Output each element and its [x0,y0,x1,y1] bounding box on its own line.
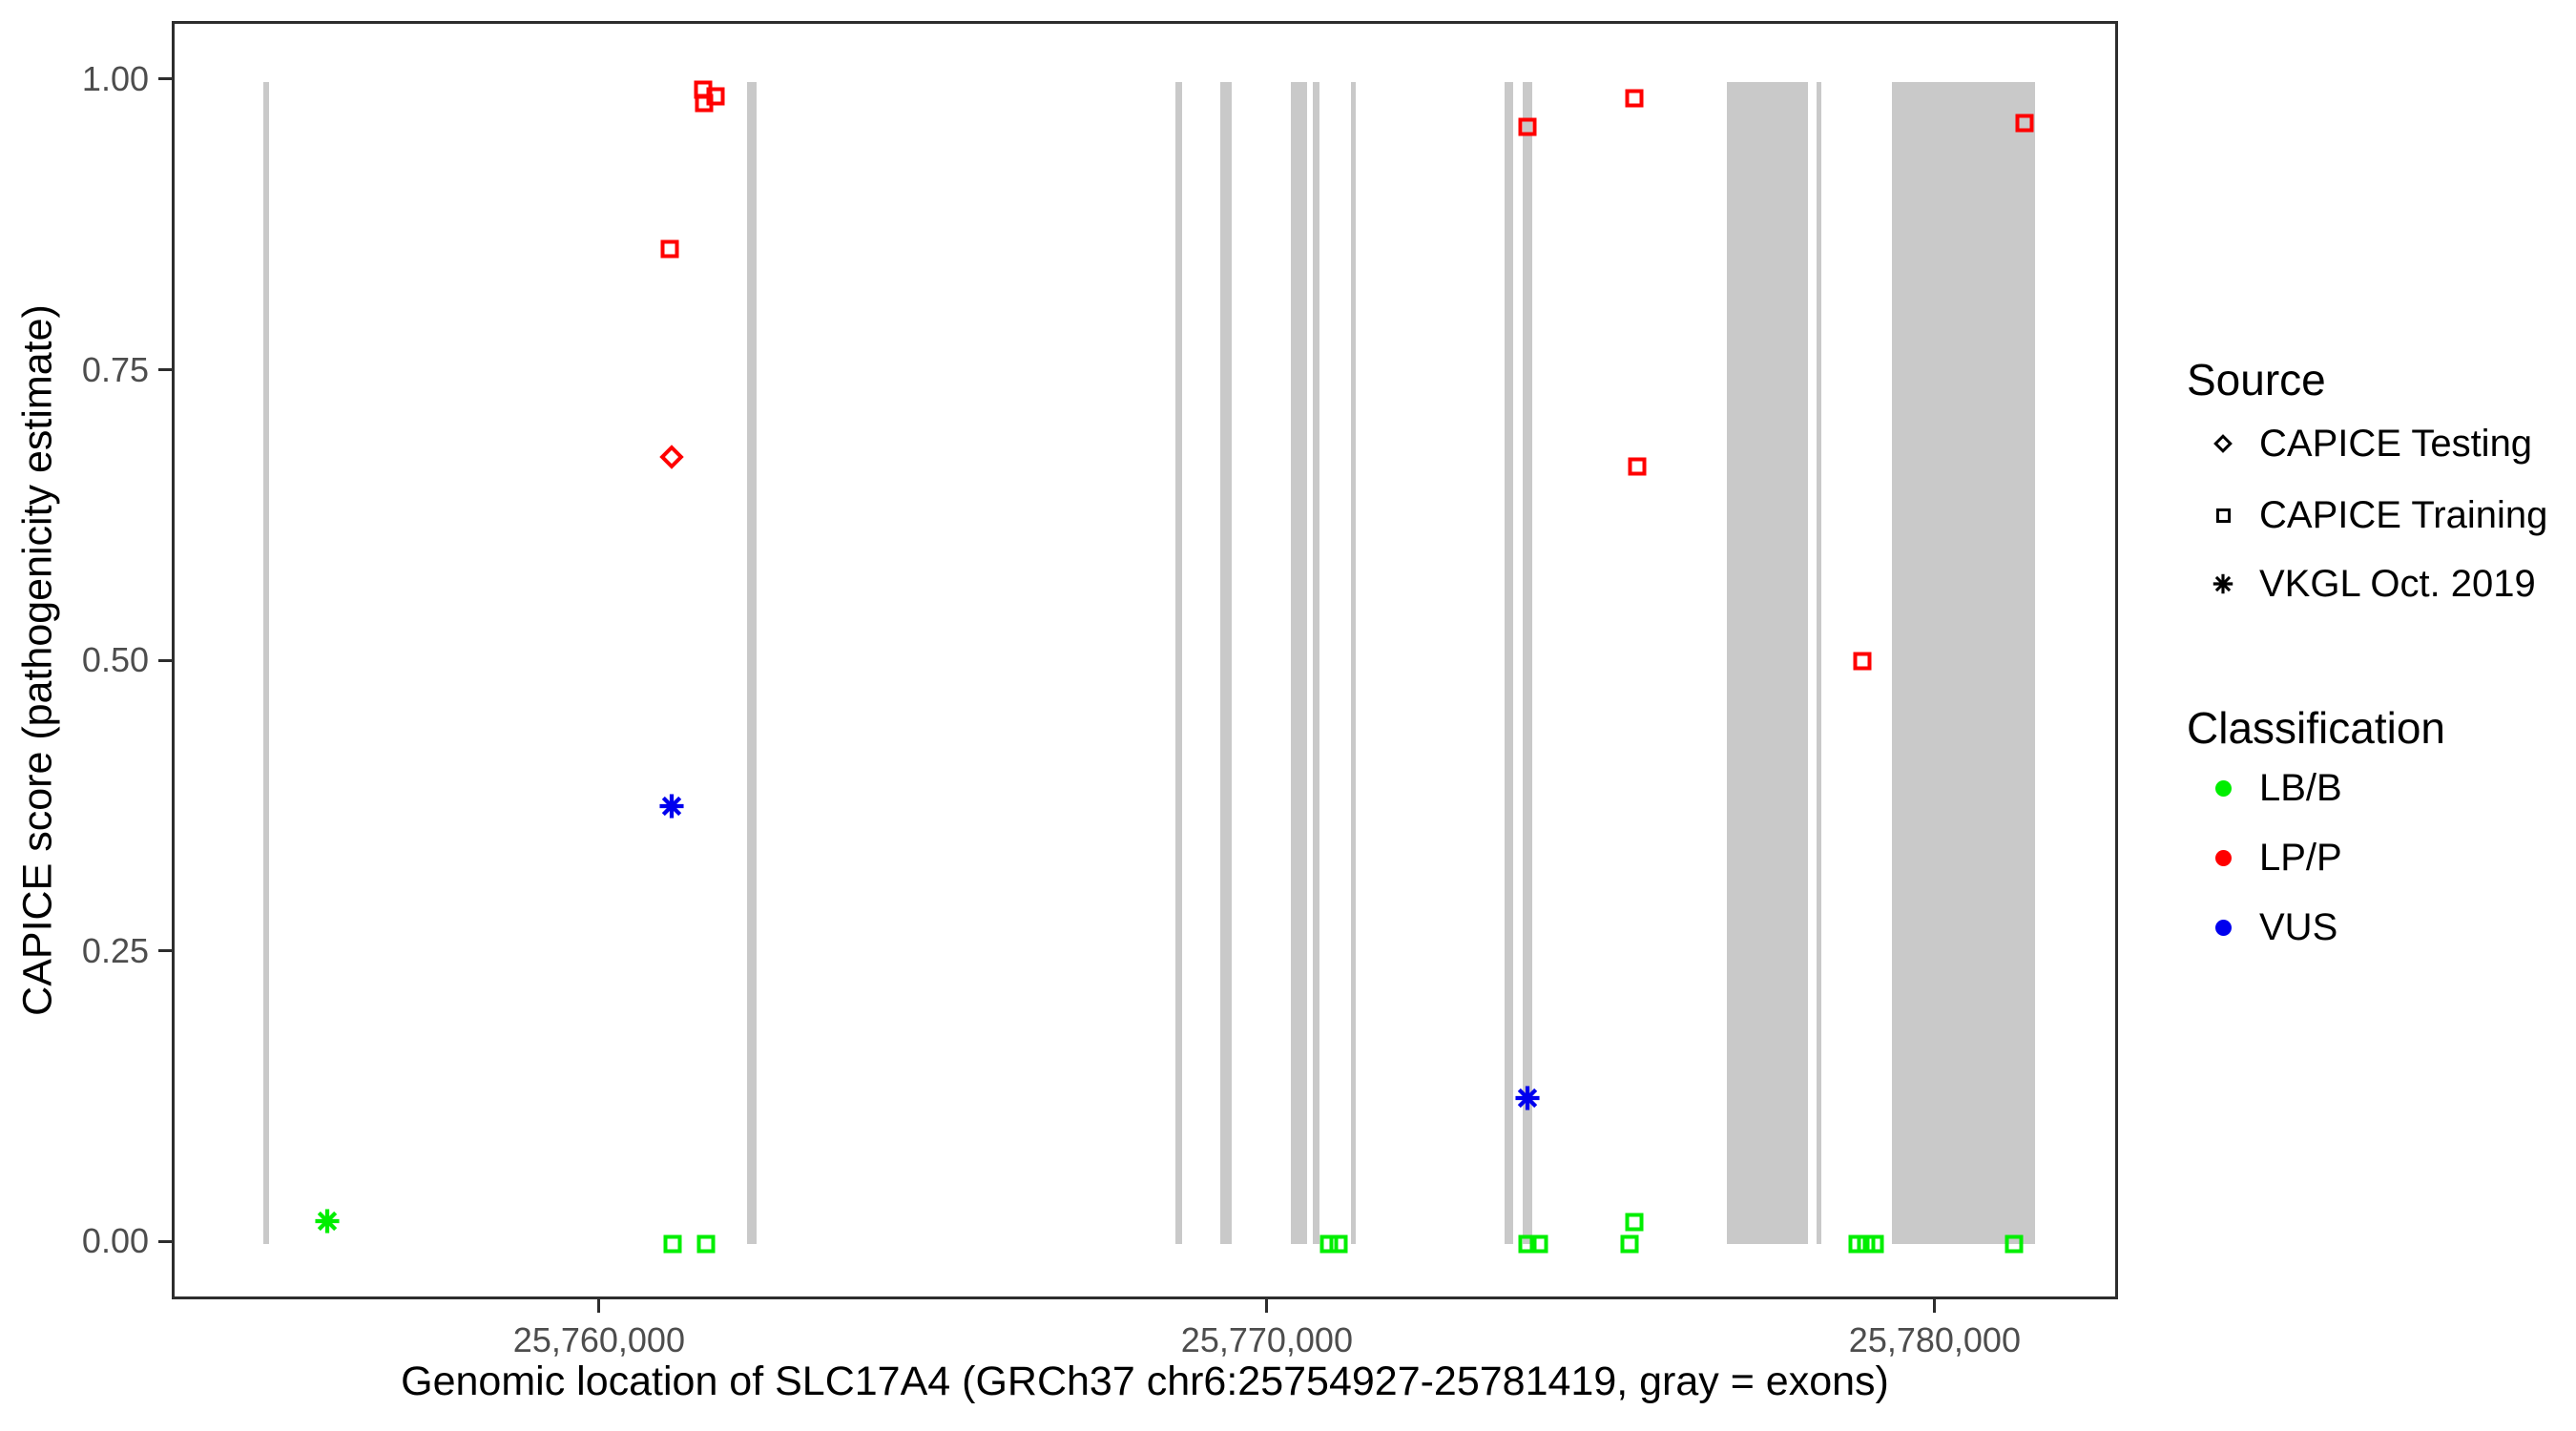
data-point-lpp [706,87,725,105]
diamond-icon [2213,434,2233,453]
y-tick-mark [158,949,172,952]
dot-icon [2214,919,2232,936]
square-icon [660,239,679,259]
x-tick-mark [597,1299,601,1313]
legend-item-vus: VUS [2187,902,2337,952]
y-tick-label: 0.25 [81,930,149,970]
data-point-lbb [663,1234,682,1254]
square-icon [1518,1234,1537,1254]
square-icon [1625,1213,1644,1232]
y-tick-mark [158,77,172,81]
data-point-lpp [2015,114,2034,132]
data-point-lpp [1625,89,1644,108]
exon-bar [1504,81,1513,1245]
asterisk-icon [315,1209,340,1234]
legend-item-diamond-label: CAPICE Testing [2259,422,2533,465]
exon-bar [1175,81,1183,1245]
legend-item-vus-symbol [2187,919,2259,936]
asterisk-icon [2212,573,2233,594]
legend-item-lbb-label: LB/B [2259,766,2342,809]
x-tick-label: 25,780,000 [1848,1320,2021,1359]
data-point-lbb [1625,1213,1644,1232]
exon-bar [1312,81,1319,1245]
legend-item-asterisk: VKGL Oct. 2019 [2187,559,2536,609]
square-icon [2005,1234,2024,1254]
legend-item-vus-label: VUS [2259,905,2338,948]
diamond-icon [659,445,684,470]
data-point-lbb [1620,1234,1639,1254]
y-tick-mark [158,658,172,662]
dot-icon [2214,779,2232,797]
y-tick-mark [158,368,172,371]
square-icon [2215,508,2231,523]
x-tick-mark [1265,1299,1269,1313]
square-icon [1625,89,1644,108]
legend-item-diamond: CAPICE Testing [2187,419,2532,468]
exon-bar [1350,81,1357,1245]
legend-classification-title: Classification [2187,703,2445,753]
y-tick-label: 1.00 [81,58,149,98]
square-icon [1518,117,1537,136]
square-icon [1853,652,1872,671]
legend-item-diamond-symbol [2187,434,2259,453]
data-point-vus [658,793,684,819]
square-icon [663,1234,682,1254]
data-point-lbb [1529,1234,1548,1254]
square-icon [1628,457,1647,476]
data-point-vus [1514,1085,1540,1110]
data-point-lbb [2005,1234,2024,1254]
dot-icon [2214,849,2232,866]
legend-item-lpp: LP/P [2187,833,2342,882]
square-icon [1529,1234,1548,1254]
legend-source-title: Source [2187,355,2326,404]
legend-item-square-symbol [2187,508,2259,523]
data-point-lpp [659,445,684,470]
x-tick-label: 25,760,000 [512,1320,685,1359]
exon-bar [1891,81,2036,1245]
legend-item-square: CAPICE Training [2187,490,2547,540]
data-point-lpp [1853,652,1872,671]
legend-item-square-label: CAPICE Training [2259,493,2548,536]
y-tick-label: 0.00 [81,1221,149,1261]
data-point-lpp [1518,117,1537,136]
asterisk-icon [659,794,684,819]
exon-bar [1726,81,1809,1245]
plot-panel [172,21,2118,1299]
exon-bar [1817,81,1822,1245]
x-tick-mark [1933,1299,1937,1313]
exon-bar [1220,81,1232,1245]
square-icon [1319,1234,1339,1254]
data-point-lpp [660,239,679,259]
data-point-lpp [1628,457,1647,476]
exon-bar [746,81,757,1245]
exon-bar [263,81,269,1245]
legend-item-lbb-symbol [2187,779,2259,797]
y-tick-label: 0.75 [81,349,149,389]
legend-item-lpp-label: LP/P [2259,836,2342,879]
square-icon [1620,1234,1639,1254]
asterisk-icon [1515,1086,1540,1110]
data-point-lbb [1865,1234,1884,1254]
data-point-lbb [696,1234,716,1254]
exon-bar [1523,81,1532,1245]
data-point-lbb [1329,1234,1348,1254]
data-point-lbb [1319,1234,1339,1254]
y-tick-label: 0.50 [81,640,149,679]
x-tick-label: 25,770,000 [1180,1320,1353,1359]
x-axis-title: Genomic location of SLC17A4 (GRCh37 chr6… [401,1358,1889,1404]
square-icon [706,87,725,105]
legend-item-asterisk-symbol [2187,573,2259,594]
square-icon [1329,1234,1348,1254]
legend-item-asterisk-label: VKGL Oct. 2019 [2259,562,2536,605]
square-icon [696,1234,716,1254]
y-tick-mark [158,1239,172,1243]
exon-bar [1290,81,1308,1245]
data-point-lbb [1518,1234,1537,1254]
square-icon [1865,1234,1884,1254]
square-icon [2015,114,2034,132]
legend-item-lpp-symbol [2187,849,2259,866]
legend-item-lbb: LB/B [2187,763,2342,813]
data-point-lbb [314,1208,340,1234]
